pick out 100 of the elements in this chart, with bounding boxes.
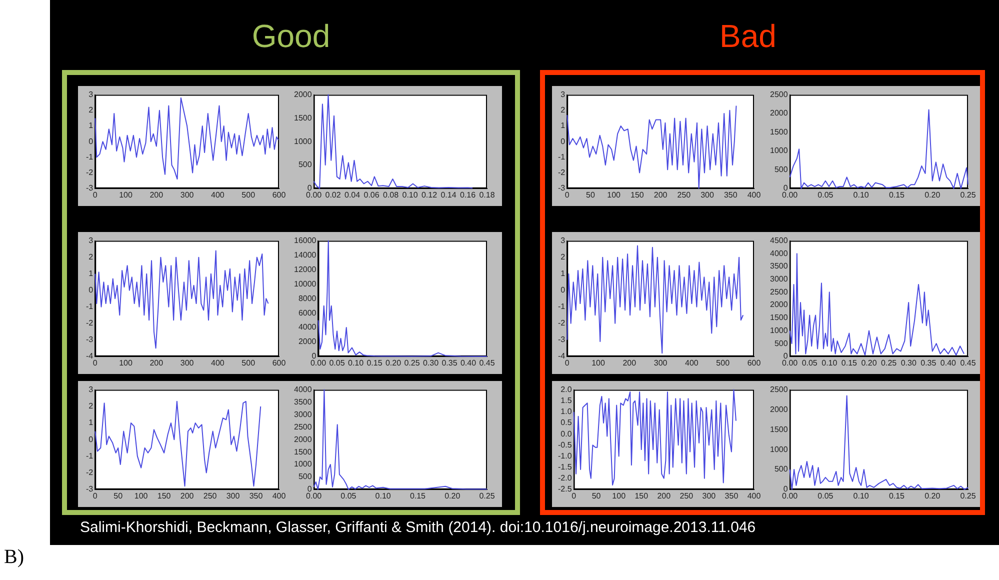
x-tick-label: 0.15	[888, 190, 906, 200]
x-tick-label: 0.30	[900, 358, 917, 368]
x-tick-label: 250	[680, 491, 694, 500]
x-tick-label: 0.10	[402, 190, 418, 200]
text: Salimi-Khorshidi, Beckmann, Glasser, Griffanti & Smith (2014). doi:10.1016/j.neuroimage.2013.11.046	[80, 519, 756, 536]
y-tick-label: -3	[558, 184, 566, 193]
x-tick-label: 50	[114, 491, 124, 500]
x-tick-label: 150	[157, 491, 172, 500]
x-tick-label: 500	[242, 358, 256, 368]
x-tick-label: 600	[272, 190, 286, 200]
x-tick-label: 350	[249, 491, 264, 500]
x-tick-label: 0.25	[479, 491, 496, 500]
y-tick-label: 1	[560, 121, 566, 130]
x-tick-label: 300	[180, 190, 194, 200]
y-tick-label: 3	[88, 385, 94, 394]
y-tick-label: -3	[86, 335, 94, 344]
y-tick-label: 0.0	[560, 429, 572, 438]
x-tick-label: 0.10	[822, 358, 838, 368]
x-tick-label: 250	[677, 190, 692, 200]
x-tick-label: 0.05	[329, 358, 346, 368]
x-tick-label: 0.02	[325, 190, 342, 200]
x-tick-label: 0.35	[442, 358, 458, 368]
y-tick-label: 0	[307, 484, 312, 494]
y-tick-label: 1500	[770, 313, 788, 322]
y-tick-label: 500	[298, 160, 312, 170]
x-tick-label: 0.00	[310, 358, 327, 368]
x-tick-label: 400	[685, 358, 699, 368]
y-tick-label: 2.0	[560, 385, 572, 394]
y-tick-label: 2000	[294, 434, 312, 444]
x-tick-label: 400	[272, 491, 286, 500]
y-tick-label: 14000	[294, 250, 317, 260]
y-tick-label: -0.5	[558, 440, 572, 450]
x-tick-label: 50	[586, 190, 596, 200]
x-tick-label: 0.00	[306, 190, 322, 200]
y-tick-label: 1000	[294, 460, 312, 469]
y-tick-label: 0.5	[560, 418, 572, 428]
x-tick-label: 300	[702, 491, 716, 500]
x-tick-label: 0.10	[853, 190, 870, 200]
x-tick-label: 100	[134, 491, 148, 500]
y-tick-label: 0	[783, 184, 788, 193]
x-tick-label: 400	[747, 491, 762, 500]
x-tick-label: 0.00	[782, 190, 798, 200]
x-tick-label: 0.25	[960, 491, 976, 500]
y-tick-label: -4	[86, 352, 94, 361]
x-tick-label: 0.40	[460, 358, 477, 368]
y-tick-label: -1.0	[558, 451, 572, 460]
x-tick-label: 150	[634, 491, 649, 500]
x-tick-label: 300	[700, 190, 714, 200]
y-tick-label: 0	[88, 136, 94, 146]
y-tick-label: 3	[88, 90, 94, 100]
x-tick-label: 0.08	[382, 190, 400, 200]
x-tick-label: 0.35	[920, 358, 937, 368]
y-tick-label: 2	[88, 252, 94, 262]
y-tick-label: 16000	[294, 236, 317, 246]
x-tick-label: 200	[622, 358, 637, 368]
x-tick-label: 0.04	[344, 190, 361, 200]
y-tick-label: -2	[86, 168, 94, 178]
y-tick-label: -2	[558, 318, 566, 328]
x-tick-label: 0.05	[818, 491, 834, 500]
x-tick-label: 300	[180, 358, 194, 368]
y-tick-label: 12000	[294, 264, 317, 274]
x-tick-label: 0.06	[364, 190, 380, 200]
x-tick-label: 0.20	[924, 491, 941, 500]
y-tick-label: 1000	[770, 326, 788, 335]
x-tick-label: 0.45	[479, 358, 496, 368]
x-tick-label: 0.00	[782, 358, 798, 368]
y-tick-label: -1	[86, 451, 94, 460]
y-tick-label: 0	[88, 434, 94, 444]
y-tick-label: 1	[88, 121, 94, 130]
y-tick-label: 3000	[770, 274, 788, 284]
x-tick-label: 600	[272, 358, 286, 368]
x-tick-label: 100	[119, 190, 133, 200]
y-tick-label: 1.5	[560, 396, 572, 406]
y-tick-label: 3	[88, 236, 94, 246]
x-tick-label: 0.05	[802, 358, 818, 368]
x-tick-label: 50	[592, 491, 602, 500]
text: Bad	[718, 18, 778, 55]
x-tick-label: 0.25	[404, 358, 420, 368]
y-tick-label: 2000	[298, 337, 317, 346]
x-tick-label: 0.20	[924, 190, 941, 200]
y-tick-label: 3500	[294, 397, 312, 406]
y-tick-label: 6000	[298, 308, 317, 318]
y-tick-label: 3500	[770, 262, 788, 271]
x-tick-label: 0.15	[888, 491, 906, 500]
y-tick-label: -1	[86, 302, 94, 312]
y-tick-label: 4500	[770, 236, 788, 246]
y-tick-label: 3000	[294, 410, 312, 419]
y-tick-label: 1	[88, 269, 94, 278]
x-tick-label: 500	[242, 190, 256, 200]
text: Good	[250, 18, 332, 55]
text: B)	[4, 546, 24, 569]
y-tick-label: -2	[86, 468, 94, 478]
y-tick-label: 2000	[294, 90, 312, 100]
x-tick-label: 0.18	[479, 190, 496, 200]
x-tick-label: 0.15	[841, 358, 858, 368]
y-tick-label: 0	[560, 136, 566, 146]
y-tick-label: 2500	[770, 287, 788, 296]
y-tick-label: 2500	[770, 385, 788, 394]
y-tick-label: 2000	[770, 300, 788, 310]
x-tick-label: 0.12	[421, 190, 438, 200]
